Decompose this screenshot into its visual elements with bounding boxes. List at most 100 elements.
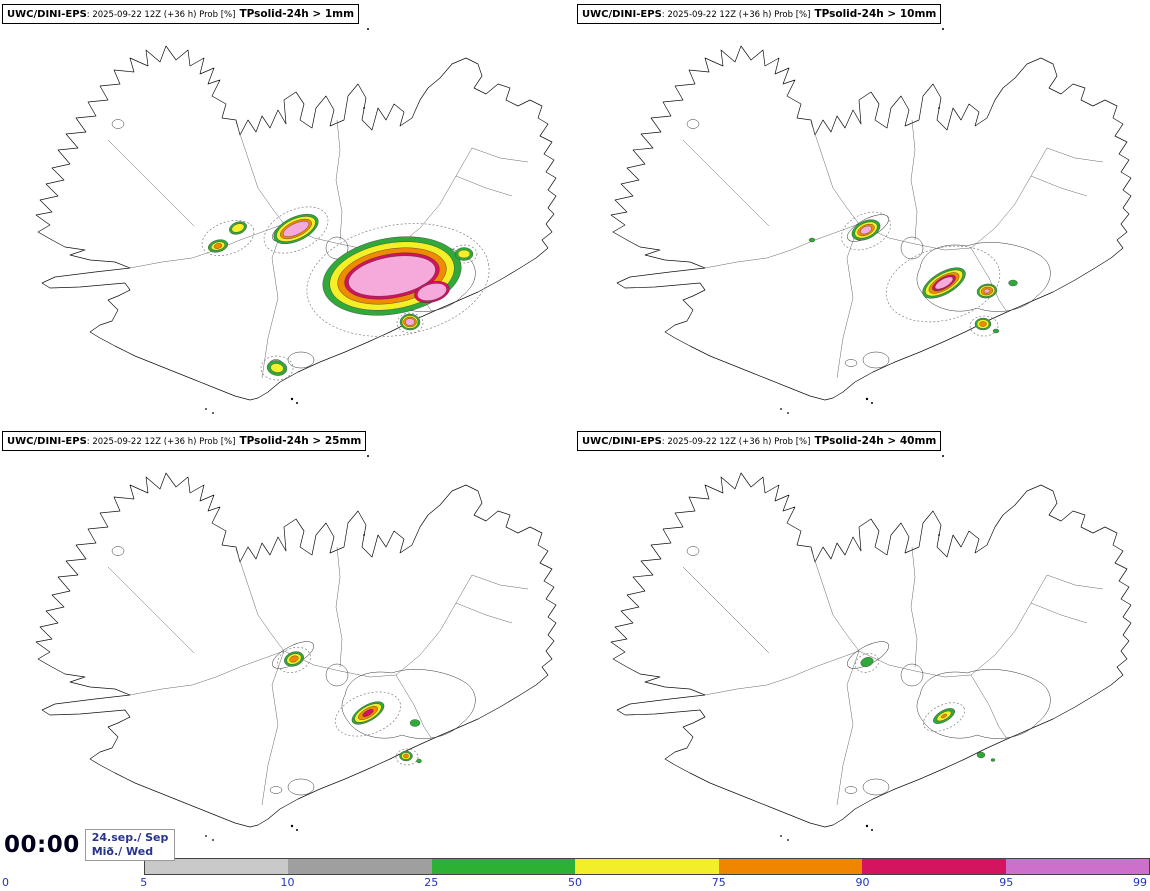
colorbar-tick-label: 99 [1133, 876, 1147, 889]
colorbar-tick-label: 10 [280, 876, 295, 889]
model-name: UWC/DINI-EPS [582, 436, 662, 447]
prob-band-yellow [270, 363, 284, 373]
low-prob-contour [277, 646, 311, 674]
colorbar-segment-6 [862, 859, 1006, 874]
prob-band-pink [934, 276, 954, 290]
valid-time-block: 00:00 24.sep./ Sep Mið./ Wed [4, 829, 176, 861]
low-prob-contour [841, 211, 891, 251]
low-prob-contour [334, 691, 402, 737]
prob-band-orange [289, 655, 299, 663]
prob-band-orange [941, 713, 947, 719]
prob-band-yellow [457, 249, 471, 259]
low-prob-contour [396, 312, 424, 334]
iceland-map-1mm [35, 28, 557, 414]
prob-band-green [992, 328, 1000, 334]
date-label: 24.sep./ Sep [91, 831, 169, 844]
iceland-basemap [35, 455, 557, 841]
low-prob-contour [885, 245, 1001, 323]
glacier-outlines [686, 546, 1051, 796]
probability-field [854, 653, 996, 762]
low-prob-contour [201, 220, 255, 256]
low-prob-contour [450, 244, 478, 264]
colorbar-segment-3 [431, 859, 576, 874]
low-prob-contour [306, 223, 490, 337]
colorbar-labels: 0 5 10 25 50 75 90 95 99 [0, 876, 1150, 890]
run-info: : 2025-09-22 12Z (+36 h) Prob [%] [661, 437, 811, 447]
prob-band-green [976, 751, 986, 759]
probability-field [201, 206, 490, 381]
panel-tpsolid-gt-10mm: UWC/DINI-EPS: 2025-09-22 12Z (+36 h) Pro… [575, 0, 1150, 428]
prob-band-green [808, 237, 816, 243]
prob-band-orange [403, 753, 409, 759]
colorbar-tick-label: 25 [424, 876, 439, 889]
region-boundaries [107, 546, 529, 806]
panel-title: UWC/DINI-EPS: 2025-09-22 12Z (+36 h) Pro… [2, 4, 360, 24]
prob-band-pink [983, 288, 991, 294]
low-prob-contour [395, 748, 419, 766]
run-info: : 2025-09-22 12Z (+36 h) Prob [%] [86, 437, 236, 447]
low-prob-contour [263, 206, 329, 254]
valid-time: 00:00 [4, 832, 80, 858]
weekday-label: Mið./ Wed [91, 845, 154, 858]
colorbar-tick-label: 90 [855, 876, 870, 889]
colorbar-tick-label: 75 [711, 876, 726, 889]
coastline [35, 45, 557, 401]
colorbar-segment-5 [718, 859, 863, 874]
run-info: : 2025-09-22 12Z (+36 h) Prob [%] [86, 10, 236, 20]
colorbar-tick-label: 50 [568, 876, 582, 889]
islets [780, 455, 944, 841]
panel-tpsolid-gt-1mm: UWC/DINI-EPS: 2025-09-22 12Z (+36 h) Pro… [0, 0, 575, 428]
region-boundaries [682, 119, 1104, 379]
prob-band-green [990, 758, 996, 762]
prob-band-crimson [362, 709, 374, 717]
panel-tpsolid-gt-25mm: UWC/DINI-EPS: 2025-09-22 12Z (+36 h) Pro… [0, 427, 575, 855]
coastline [35, 472, 557, 828]
islets [780, 28, 944, 414]
iceland-map-10mm [610, 28, 1132, 414]
prob-band-green [416, 758, 422, 764]
model-name: UWC/DINI-EPS [7, 9, 87, 20]
low-prob-contour [260, 355, 294, 381]
run-info: : 2025-09-22 12Z (+36 h) Prob [%] [661, 10, 811, 20]
prob-band-pink [417, 283, 447, 301]
islets [205, 455, 369, 841]
prob-band-green [1008, 279, 1018, 287]
region-boundaries [682, 546, 1104, 806]
prob-band-pink [860, 225, 872, 235]
iceland-map-25mm [35, 455, 557, 841]
colorbar-segment-2 [288, 859, 432, 874]
colorbar-segment-1 [144, 859, 289, 874]
low-prob-contour [923, 702, 965, 732]
colorbar-tick-label: 0 [2, 876, 9, 889]
panel-title: UWC/DINI-EPS: 2025-09-22 12Z (+36 h) Pro… [577, 431, 942, 451]
iceland-map-40mm [610, 455, 1132, 841]
coastline [610, 472, 1132, 828]
prob-band-pink [282, 221, 310, 237]
low-prob-contour [969, 315, 999, 337]
prob-band-yellow [231, 223, 245, 233]
colorbar [0, 858, 1150, 875]
prob-band-pink [348, 255, 436, 297]
prob-band-green [860, 657, 874, 667]
panel-title: UWC/DINI-EPS: 2025-09-22 12Z (+36 h) Pro… [2, 431, 367, 451]
prob-band-pink [405, 318, 415, 326]
prob-band-orange [979, 321, 987, 327]
probability-field [277, 646, 422, 766]
threshold-label: TPsolid-24h > 10mm [814, 8, 937, 20]
panel-title: UWC/DINI-EPS: 2025-09-22 12Z (+36 h) Pro… [577, 4, 942, 24]
probability-field [808, 211, 1018, 337]
panel-tpsolid-gt-40mm: UWC/DINI-EPS: 2025-09-22 12Z (+36 h) Pro… [575, 427, 1150, 855]
low-prob-contour [854, 653, 880, 673]
islets [205, 28, 369, 414]
iceland-basemap [610, 455, 1132, 841]
colorbar-tick-label: 95 [999, 876, 1014, 889]
coastline [610, 45, 1132, 401]
threshold-label: TPsolid-24h > 40mm [814, 435, 937, 447]
model-name: UWC/DINI-EPS [7, 436, 87, 447]
colorbar-tick-label: 5 [140, 876, 148, 889]
prob-band-green [409, 719, 421, 727]
colorbar-segments [143, 858, 1150, 875]
glacier-outlines [111, 546, 476, 796]
model-name: UWC/DINI-EPS [582, 9, 662, 20]
